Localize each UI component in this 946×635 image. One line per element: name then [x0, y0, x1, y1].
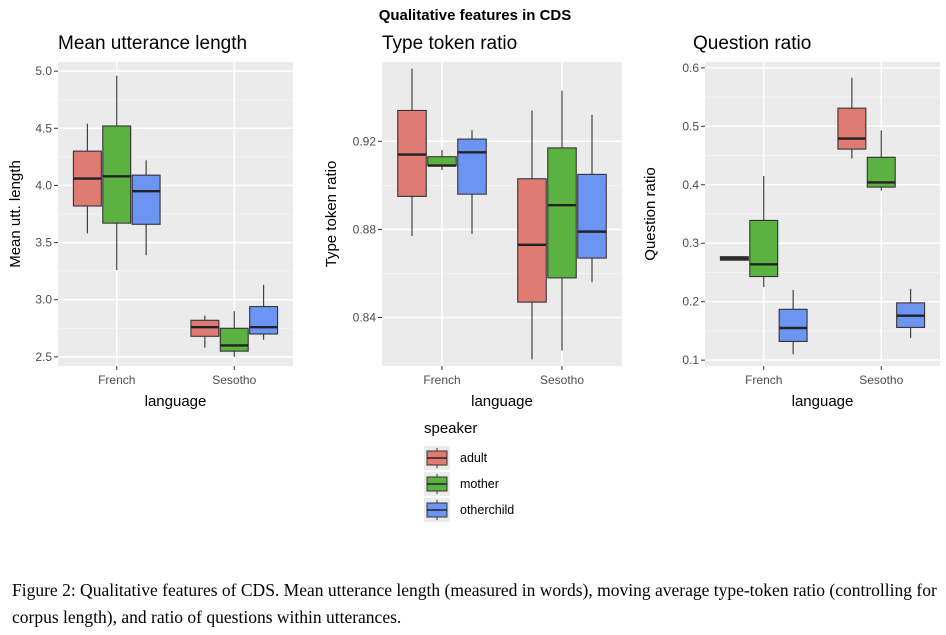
box-adult-french [719, 256, 749, 261]
panel-3: 0.1 0.2 0.3 0.4 0.5 0.6 French Sesotho Question … [642, 33, 940, 410]
y-axis-label: Type token ratio [323, 161, 340, 268]
box-body [249, 306, 279, 335]
x-axis-label: language [792, 393, 854, 410]
legend: speaker adult mother otherchild [424, 420, 514, 522]
y-tick-label: 0.3 [682, 236, 699, 250]
y-tick-label: 3.5 [35, 236, 52, 250]
box-otherchild-french [457, 130, 487, 234]
panel-2: 0.84 0.88 0.92 French Sesotho Type token rati… [323, 33, 622, 410]
box-otherchild-french [778, 290, 808, 355]
box-adult-french [397, 68, 427, 237]
figure-title: Qualitative features in CDS [379, 7, 572, 24]
y-tick-label: 0.5 [682, 119, 699, 133]
box-body [457, 138, 487, 195]
x-tick-label: French [423, 373, 460, 387]
box-body [837, 107, 867, 150]
box-otherchild-sesotho [577, 114, 607, 283]
box-otherchild-french [131, 160, 161, 256]
y-tick-label: 2.5 [35, 350, 52, 364]
y-tick-label: 0.88 [353, 222, 377, 236]
box-body [547, 147, 577, 279]
panel-title: Type token ratio [382, 33, 517, 54]
box-otherchild-sesotho [896, 288, 926, 338]
panels: 2.5 3.0 3.5 4.0 4.5 5.0 French Sesotho Mean utte… [7, 33, 940, 410]
legend-label: otherchild [460, 503, 514, 517]
box-mother-french [102, 75, 132, 270]
y-tick-label: 3.0 [35, 293, 52, 307]
x-tick-label: French [745, 373, 782, 387]
y-tick-label: 0.1 [682, 353, 699, 367]
legend-item-otherchild: otherchild [424, 498, 514, 522]
box-mother-sesotho [219, 311, 249, 357]
x-tick-label: French [98, 373, 135, 387]
x-axis-label: language [145, 393, 207, 410]
legend-item-adult: adult [424, 446, 488, 470]
y-tick-label: 0.6 [682, 61, 699, 75]
box-mother-french [749, 176, 779, 288]
box-mother-sesotho [547, 90, 577, 351]
panel-title: Question ratio [693, 33, 811, 54]
x-tick-label: Sesotho [859, 373, 903, 387]
figure-caption: Figure 2: Qualitative features of CDS. M… [12, 580, 937, 627]
y-tick-label: 5.0 [35, 64, 52, 78]
box-otherchild-sesotho [249, 284, 279, 340]
legend-label: mother [460, 477, 499, 491]
box-adult-sesotho [837, 77, 867, 159]
box-body [517, 178, 547, 303]
y-axis-label: Mean utt. length [7, 160, 24, 268]
y-tick-label: 0.84 [353, 311, 377, 325]
box-body [427, 156, 457, 167]
box-body [778, 308, 808, 342]
panel-1: 2.5 3.0 3.5 4.0 4.5 5.0 French Sesotho Mean utte… [7, 33, 293, 410]
x-axis-label: language [471, 393, 533, 410]
box-body [749, 219, 779, 278]
box-body [102, 125, 132, 224]
y-tick-label: 0.4 [682, 178, 699, 192]
legend-label: adult [460, 451, 488, 465]
box-mother-sesotho [866, 130, 896, 191]
box-adult-french [72, 123, 102, 234]
box-mother-french [427, 150, 457, 170]
x-tick-label: Sesotho [540, 373, 584, 387]
box-body [131, 174, 161, 225]
legend-item-mother: mother [424, 472, 499, 496]
x-tick-label: Sesotho [212, 373, 256, 387]
box-adult-sesotho [190, 315, 220, 348]
y-tick-label: 0.2 [682, 295, 699, 309]
legend-title: speaker [424, 420, 477, 437]
box-adult-sesotho [517, 110, 547, 360]
box-body [577, 173, 607, 259]
y-tick-label: 4.0 [35, 178, 52, 192]
box-body [219, 327, 249, 352]
y-axis-label: Question ratio [642, 167, 659, 260]
y-tick-label: 0.92 [353, 134, 377, 148]
y-tick-label: 4.5 [35, 121, 52, 135]
panel-title: Mean utterance length [58, 33, 247, 54]
